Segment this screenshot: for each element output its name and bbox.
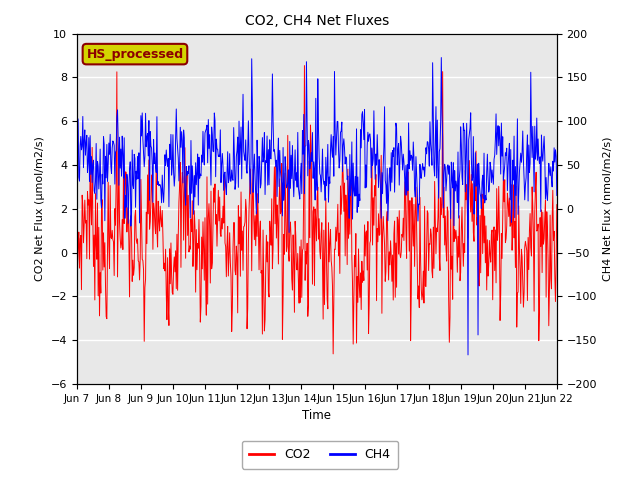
Y-axis label: CO2 Net Flux (μmol/m2/s): CO2 Net Flux (μmol/m2/s) <box>35 136 45 281</box>
Legend: CO2, CH4: CO2, CH4 <box>242 441 398 469</box>
Title: CO2, CH4 Net Fluxes: CO2, CH4 Net Fluxes <box>244 14 389 28</box>
Text: HS_processed: HS_processed <box>86 48 184 60</box>
X-axis label: Time: Time <box>302 409 332 422</box>
Y-axis label: CH4 Net Flux (nmol/m2/s): CH4 Net Flux (nmol/m2/s) <box>603 136 612 281</box>
